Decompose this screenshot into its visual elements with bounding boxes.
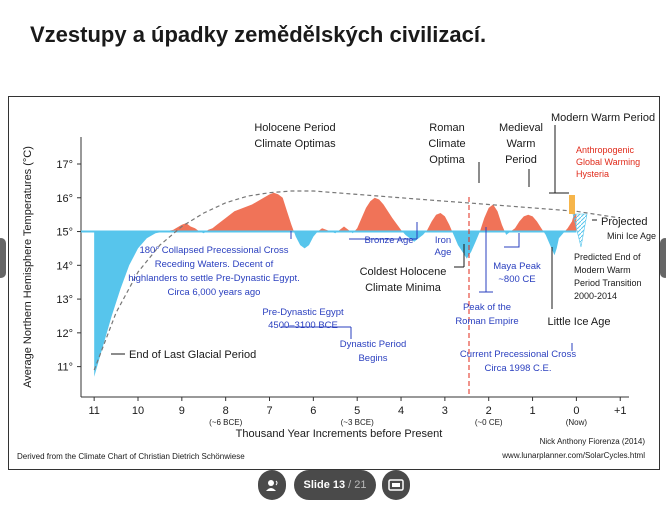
annotation-anthropogenic-3: Hysteria — [576, 169, 609, 179]
x-tick-label: 4 — [398, 405, 404, 417]
y-tick-label: 11° — [57, 362, 73, 374]
screen-icon — [388, 479, 404, 491]
x-subtick-label: (~3 BCE) — [341, 418, 374, 427]
y-tick-label: 15° — [56, 227, 73, 239]
annotation-anthropogenic-1: Anthropogenic — [576, 145, 635, 155]
annotation-projected: Projected — [601, 216, 647, 228]
annotation-little-ice-age: Little Ice Age — [548, 316, 611, 328]
prev-slide-arrow[interactable] — [0, 238, 6, 278]
slide-total-label: / 21 — [348, 479, 367, 491]
x-tick-label: 3 — [442, 405, 448, 417]
y-tick-label: 14° — [56, 260, 73, 272]
x-tick-label: 11 — [88, 405, 99, 417]
presenter-button[interactable] — [258, 470, 286, 500]
annotation-leaders — [281, 222, 573, 351]
annotation-predicted-4: 2000-2014 — [574, 291, 617, 301]
annotation-medieval-3: Period — [505, 154, 537, 166]
climate-chart: 17°16°15°14°13°12°11° 11 10 9 8 7 6 5 4 3 2 1 0 +1(~… — [17, 112, 656, 461]
x-tick-label: 10 — [132, 405, 144, 417]
annotation-modern-warm: Modern Warm Period — [551, 112, 655, 124]
annotation-coldest-2: Climate Minima — [365, 282, 442, 294]
x-subtick-label: (~0 CE) — [475, 418, 503, 427]
annotation-roman-peak-1: Peak of the — [463, 302, 511, 313]
annotation-bronze-age: Bronze Age — [364, 235, 413, 246]
y-tick-label: 17° — [56, 159, 73, 171]
slide-indicator[interactable]: Slide 13 / 21 — [294, 470, 376, 500]
annotation-anthropogenic-2: Global Warming — [576, 157, 640, 167]
slideshow-toolbar: Slide 13 / 21 — [0, 470, 666, 500]
annotation-maya-1: Maya Peak — [493, 261, 541, 272]
annotation-roman-3: Optima — [429, 154, 465, 166]
annotation-precessional-2: Receding Waters. Decent of — [155, 259, 274, 270]
y-tick-label: 12° — [56, 328, 73, 340]
y-tick-label: 16° — [56, 193, 73, 205]
annotation-mini-ice-age: Mini Ice Age — [607, 231, 656, 241]
chart-frame: 17° 16° 15° 14° 13° 12° 11° 11 10 9 8 7 6 5 4 3 2 1 0 +1 (~… — [8, 96, 660, 470]
x-tick-label: 1 — [529, 405, 535, 417]
annotation-precessional-3: highlanders to settle Pre-Dynastic Egypt… — [128, 273, 300, 284]
annotation-coldest-1: Coldest Holocene — [360, 266, 447, 278]
annotation-medieval-2: Warm — [507, 138, 536, 150]
slide-current-label: Slide 13 — [303, 479, 346, 491]
x-tick-label: 5 — [354, 405, 360, 417]
x-subtick-label: (~6 BCE) — [209, 418, 242, 427]
x-tick-label: 6 — [310, 405, 316, 417]
annotation-predicted-3: Period Transition — [574, 278, 642, 288]
annotation-predicted-2: Modern Warm — [574, 265, 631, 275]
annotation-iron-2: Age — [435, 247, 452, 258]
slide-title: Vzestupy a úpadky zemědělských civilizac… — [30, 22, 487, 47]
annotation-roman-peak-2: Roman Empire — [455, 316, 518, 327]
projected-mini-ice-age-wedge — [572, 213, 588, 248]
trend-dashed-line — [93, 190, 621, 371]
annotation-pre-dynastic-1: Pre-Dynastic Egypt — [262, 307, 344, 318]
screen-view-button[interactable] — [382, 470, 410, 500]
x-axis-ticks: 11 10 9 8 7 6 5 4 3 2 1 0 +1(~6 BCE) (~3 BCE) (~0 CE)(… — [88, 397, 627, 427]
x-tick-label: 2 — [486, 405, 492, 417]
annotation-iron-1: Iron — [435, 235, 451, 246]
annotation-dynastic-1: Dynastic Period — [340, 339, 407, 350]
annotation-roman-1: Roman — [429, 122, 464, 134]
annotation-roman-2: Climate — [428, 138, 465, 150]
x-tick-label: +1 — [614, 405, 627, 417]
annotation-end-glacial: End of Last Glacial Period — [129, 349, 256, 361]
annotation-maya-2: ~800 CE — [498, 274, 535, 285]
annotation-climate-optimas: Climate Optimas — [254, 138, 336, 150]
y-axis-ticks: 17° 16° 15° 14° 13° 12° 11° — [56, 159, 81, 374]
annotation-leaders-dark — [111, 125, 597, 355]
y-tick-label: 13° — [56, 294, 73, 306]
x-axis-label: Thousand Year Increments before Present — [236, 428, 443, 440]
annotation-dynastic-2: Begins — [358, 353, 387, 364]
annotation-holocene: Holocene Period — [254, 122, 335, 134]
x-tick-label: 9 — [179, 405, 185, 417]
x-tick-label: 7 — [266, 405, 272, 417]
credit-left: Derived from the Climate Chart of Christ… — [17, 452, 245, 461]
x-subtick-label: (Now) — [566, 418, 588, 427]
annotation-precessional-4: Circa 6,000 years ago — [168, 287, 261, 298]
annotation-pre-dynastic-2: 4500–3100 BCE — [268, 320, 338, 331]
person-icon — [266, 480, 278, 491]
credit-right-1: Nick Anthony Fiorenza (2014) — [540, 437, 646, 446]
warm-anomaly-area — [94, 192, 577, 232]
x-tick-label: 0 — [573, 405, 579, 417]
x-tick-label: 8 — [223, 405, 229, 417]
next-slide-arrow[interactable] — [660, 238, 666, 278]
annotation-precessional-1: 180° Collapsed Precessional Cross — [139, 245, 288, 256]
annotation-current-precess-1: Current Precessional Cross — [460, 349, 576, 360]
y-axis-label: Average Northern Hemisphere Temperatures… — [22, 146, 34, 388]
credit-right-2: www.lunarplanner.com/SolarCycles.html — [501, 451, 645, 460]
annotation-medieval-1: Medieval — [499, 122, 543, 134]
annotation-current-precess-2: Circa 1998 C.E. — [484, 363, 551, 374]
annotation-predicted-1: Predicted End of — [574, 252, 641, 262]
current-warm-tip — [569, 195, 575, 214]
